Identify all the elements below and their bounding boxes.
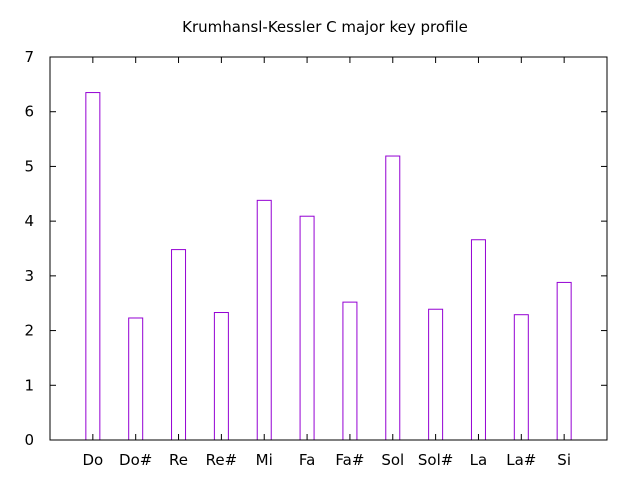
bar-sol-sharp (428, 308, 444, 441)
y-tick-label: 7 (24, 48, 34, 66)
x-tick-label: Fa# (335, 451, 364, 469)
y-tick-label: 1 (24, 376, 34, 394)
bar-si (556, 281, 572, 441)
x-tick-label: Sol (381, 451, 404, 469)
chart-title: Krumhansl-Kessler C major key profile (182, 18, 468, 36)
bar-fa-sharp (342, 301, 358, 441)
x-tick-label: Sol# (418, 451, 453, 469)
bar-do-sharp (128, 317, 144, 441)
bar-re-sharp (213, 312, 229, 441)
x-tick-label: Do# (119, 451, 152, 469)
x-tick-label: Re# (206, 451, 238, 469)
bar-sol (385, 155, 401, 441)
y-tick-label: 3 (24, 267, 34, 285)
plot-frame (49, 56, 608, 441)
x-tick-label: La (470, 451, 488, 469)
y-tick-label: 0 (24, 431, 34, 449)
y-tick-label: 6 (24, 103, 34, 121)
x-tick-label: Fa (299, 451, 315, 469)
bar-mi (256, 199, 272, 441)
bar-re (171, 249, 187, 441)
x-tick-label: Mi (256, 451, 273, 469)
y-tick-label: 2 (24, 322, 34, 340)
x-axis: Do Do# Re Re# Mi Fa Fa# Sol Sol# La La# Si (82, 57, 571, 469)
bar-la (470, 239, 486, 441)
x-tick-label: Re (169, 451, 188, 469)
y-tick-label: 5 (24, 157, 34, 175)
bar-do (85, 92, 101, 441)
x-tick-label: Si (557, 451, 571, 469)
x-tick-label: La# (506, 451, 536, 469)
x-tick-label: Do (82, 451, 103, 469)
y-axis: 0 1 2 3 4 5 6 7 (24, 48, 607, 449)
y-tick-label: 4 (24, 212, 34, 230)
bar-fa (299, 215, 315, 441)
bar-la-sharp (513, 314, 529, 441)
bar-series (85, 92, 572, 441)
